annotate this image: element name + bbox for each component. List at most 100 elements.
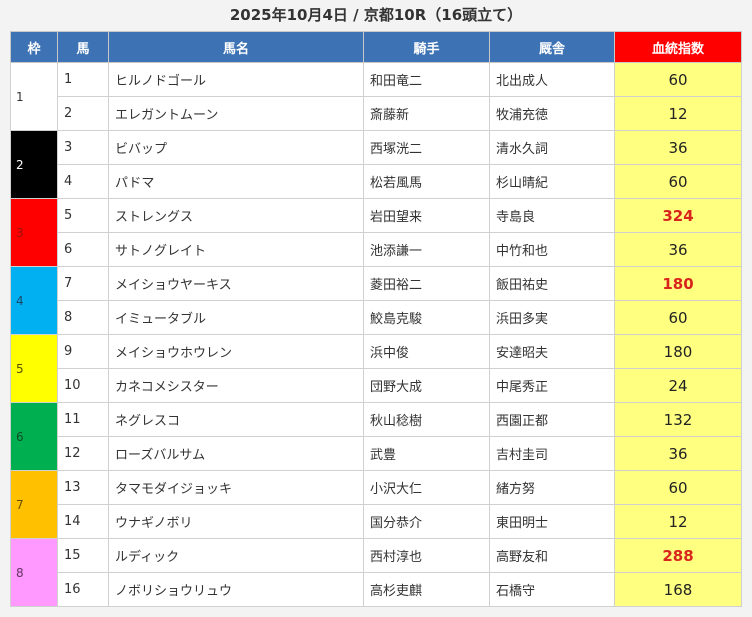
jockey-cell: 浜中俊 [363,334,490,369]
number-cell: 5 [57,198,109,233]
race-entry-table: 枠 馬 馬名 騎手 厩舎 血統指数 1 1 ヒルノドゴール 和田竜二 北出成人 60 2 エレ… [10,31,742,607]
jockey-cell: 鮫島克駿 [363,300,490,335]
index-cell: 24 [614,368,742,403]
jockey-cell: 国分恭介 [363,504,490,539]
jockey-cell: 武豊 [363,436,490,471]
frame-cell: 3 [10,198,58,267]
index-cell: 324 [614,198,742,233]
number-cell: 14 [57,504,109,539]
header-row: 枠 馬 馬名 騎手 厩舎 血統指数 [10,31,742,63]
jockey-cell: 斎藤新 [363,96,490,131]
trainer-cell: 浜田多実 [489,300,615,335]
jockey-cell: 団野大成 [363,368,490,403]
number-cell: 7 [57,266,109,301]
trainer-cell: 西園正都 [489,402,615,437]
horse-name-cell: サトノグレイト [108,232,364,267]
jockey-cell: 岩田望来 [363,198,490,233]
header-trainer: 厩舎 [489,31,615,63]
horse-name-cell: ウナギノボリ [108,504,364,539]
number-cell: 6 [57,232,109,267]
index-cell: 60 [614,300,742,335]
horse-name-cell: イミュータブル [108,300,364,335]
number-cell: 3 [57,130,109,165]
table-row: 2 エレガントムーン 斎藤新 牧浦充徳 12 [11,96,742,131]
number-cell: 12 [57,436,109,471]
index-cell: 60 [614,62,742,97]
horse-name-cell: ノボリショウリュウ [108,572,364,607]
horse-name-cell: パドマ [108,164,364,199]
jockey-cell: 西塚洸二 [363,130,490,165]
frame-cell: 7 [10,470,58,539]
table-row: 7 13 タマモダイジョッキ 小沢大仁 緒方努 60 [10,470,742,539]
index-cell: 180 [614,334,742,369]
table-row: 4 パドマ 松若風馬 杉山晴紀 60 [11,164,742,199]
table-row: 5 9 メイショウホウレン 浜中俊 安達昭夫 180 [10,334,742,403]
table-row: 16 ノボリショウリュウ 高杉吏麒 石橋守 168 [11,572,742,607]
race-title: 2025年10月4日 / 京都10R（16頭立て） [229,6,523,24]
jockey-cell: 松若風馬 [363,164,490,199]
index-cell: 60 [614,164,742,199]
index-cell: 12 [614,504,742,539]
horse-name-cell: メイショウホウレン [108,334,364,369]
trainer-cell: 中尾秀正 [489,368,615,403]
index-cell: 132 [614,402,742,437]
table-row: 4 7 メイショウヤーキス 菱田裕二 飯田祐史 180 [10,266,742,335]
horse-name-cell: ヒルノドゴール [108,62,364,97]
table-row: 6 11 ネグレスコ 秋山稔樹 西園正都 132 [10,402,742,471]
jockey-cell: 秋山稔樹 [363,402,490,437]
horse-name-cell: ローズバルサム [108,436,364,471]
trainer-cell: 東田明士 [489,504,615,539]
table-row: 2 3 ビバップ 西塚洸二 清水久詞 36 [10,130,742,199]
jockey-cell: 小沢大仁 [363,470,490,505]
trainer-cell: 清水久詞 [489,130,615,165]
index-cell: 168 [614,572,742,607]
trainer-cell: 安達昭夫 [489,334,615,369]
frame-cell: 4 [10,266,58,335]
horse-name-cell: カネコメシスター [108,368,364,403]
number-cell: 16 [57,572,109,607]
header-horse: 馬名 [108,31,364,63]
trainer-cell: 吉村圭司 [489,436,615,471]
trainer-cell: 緒方努 [489,470,615,505]
index-cell: 36 [614,130,742,165]
header-frame: 枠 [10,31,58,63]
frame-cell: 8 [10,538,58,607]
number-cell: 4 [57,164,109,199]
horse-name-cell: ストレングス [108,198,364,233]
number-cell: 13 [57,470,109,505]
horse-name-cell: ルディック [108,538,364,573]
trainer-cell: 寺島良 [489,198,615,233]
index-cell: 288 [614,538,742,573]
number-cell: 10 [57,368,109,403]
frame-cell: 6 [10,402,58,471]
index-cell: 60 [614,470,742,505]
trainer-cell: 飯田祐史 [489,266,615,301]
number-cell: 11 [57,402,109,437]
trainer-cell: 杉山晴紀 [489,164,615,199]
number-cell: 9 [57,334,109,369]
frame-cell: 2 [10,130,58,199]
jockey-cell: 和田竜二 [363,62,490,97]
horse-name-cell: ビバップ [108,130,364,165]
frame-cell: 5 [10,334,58,403]
trainer-cell: 高野友和 [489,538,615,573]
jockey-cell: 高杉吏麒 [363,572,490,607]
trainer-cell: 牧浦充徳 [489,96,615,131]
header-index: 血統指数 [614,31,742,63]
table-row: 8 15 ルディック 西村淳也 高野友和 288 [10,538,742,607]
number-cell: 2 [57,96,109,131]
table-row: 6 サトノグレイト 池添謙一 中竹和也 36 [11,232,742,267]
number-cell: 8 [57,300,109,335]
horse-name-cell: ネグレスコ [108,402,364,437]
table-row: 12 ローズバルサム 武豊 吉村圭司 36 [11,436,742,471]
trainer-cell: 北出成人 [489,62,615,97]
horse-name-cell: タマモダイジョッキ [108,470,364,505]
horse-name-cell: メイショウヤーキス [108,266,364,301]
frame-cell: 1 [10,62,58,131]
trainer-cell: 中竹和也 [489,232,615,267]
jockey-cell: 菱田裕二 [363,266,490,301]
index-cell: 12 [614,96,742,131]
table-row: 10 カネコメシスター 団野大成 中尾秀正 24 [11,368,742,403]
jockey-cell: 池添謙一 [363,232,490,267]
number-cell: 15 [57,538,109,573]
